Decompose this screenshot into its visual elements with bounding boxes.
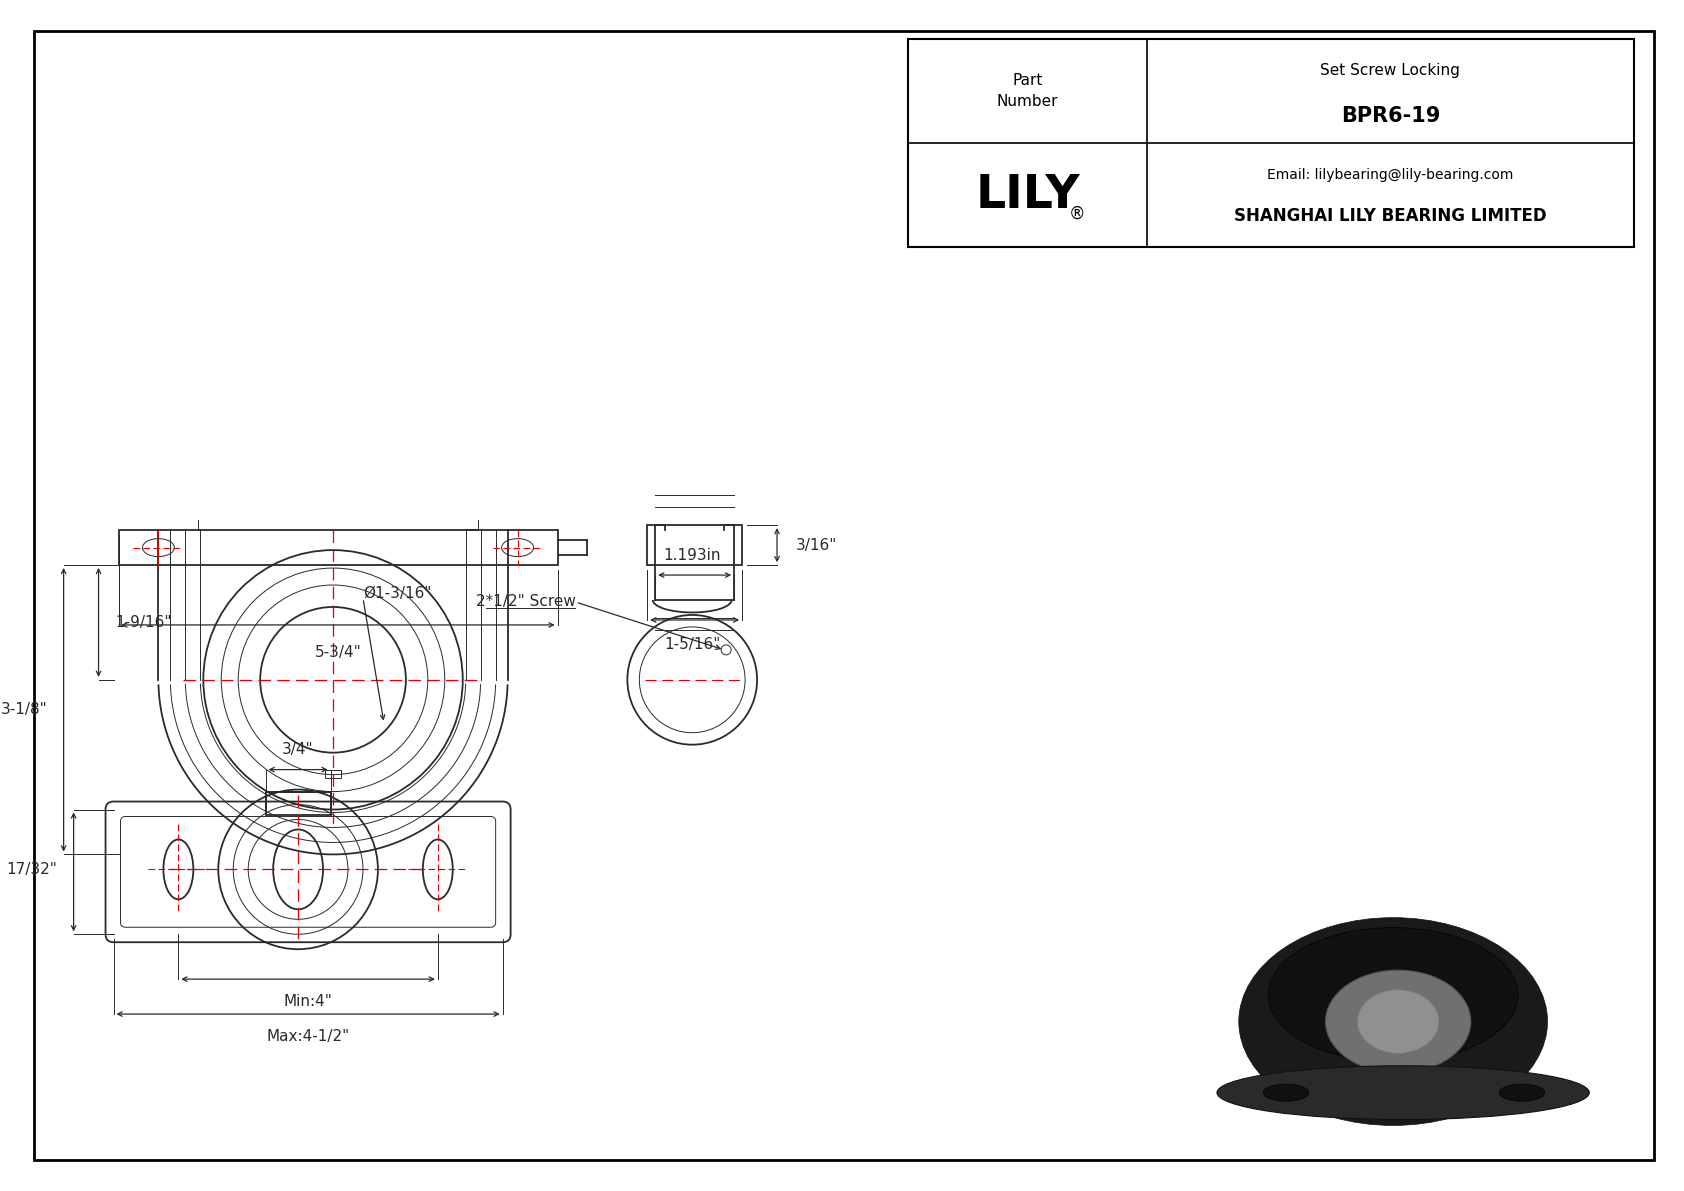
Text: 1.193in: 1.193in	[663, 548, 721, 562]
Text: SHANGHAI LILY BEARING LIMITED: SHANGHAI LILY BEARING LIMITED	[1234, 207, 1546, 225]
Bar	[325, 769, 340, 778]
Text: LILY: LILY	[975, 173, 1079, 218]
Text: 3/16": 3/16"	[797, 537, 837, 553]
Text: Ø1-3/16": Ø1-3/16"	[364, 586, 431, 600]
Text: 3/4": 3/4"	[283, 742, 313, 757]
Text: BPR6-19: BPR6-19	[1340, 106, 1440, 126]
Text: 2*1/2" Screw: 2*1/2" Screw	[475, 594, 576, 610]
Text: 1-5/16": 1-5/16"	[663, 637, 721, 653]
Ellipse shape	[1325, 971, 1470, 1073]
Ellipse shape	[1239, 917, 1548, 1125]
Ellipse shape	[1218, 1066, 1590, 1120]
Text: Max:4-1/2": Max:4-1/2"	[266, 1029, 350, 1043]
Text: 3-1/8": 3-1/8"	[0, 703, 47, 717]
Text: Set Screw Locking: Set Screw Locking	[1320, 63, 1460, 79]
Ellipse shape	[1357, 990, 1440, 1053]
Text: 5-3/4": 5-3/4"	[315, 646, 362, 660]
Ellipse shape	[1499, 1084, 1544, 1102]
Bar	[266, 792, 330, 815]
Bar	[647, 525, 743, 565]
Text: Email: lilybearing@lily-bearing.com: Email: lilybearing@lily-bearing.com	[1268, 168, 1514, 181]
Bar	[118, 530, 557, 565]
Bar	[908, 39, 1633, 248]
Text: 17/32": 17/32"	[7, 862, 57, 877]
Ellipse shape	[1263, 1084, 1308, 1102]
Ellipse shape	[1268, 928, 1517, 1062]
Text: ®: ®	[1069, 205, 1086, 223]
Text: Part
Number: Part Number	[997, 74, 1058, 110]
Text: 1-9/16": 1-9/16"	[115, 615, 172, 630]
Text: Min:4": Min:4"	[283, 993, 332, 1009]
